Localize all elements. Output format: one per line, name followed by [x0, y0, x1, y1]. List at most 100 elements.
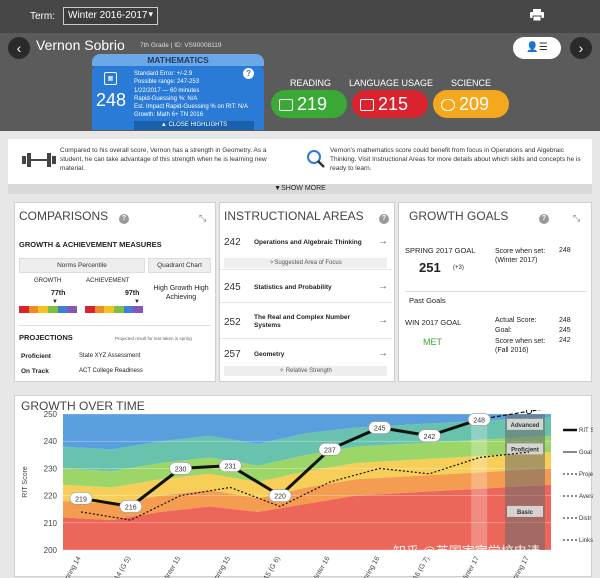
user-menu-button[interactable]: 👤☰ — [513, 37, 561, 59]
y-axis-label: RIT Score — [22, 466, 29, 497]
x-tick-label: Fall 15 (G 6) — [256, 556, 282, 578]
prev-student-button[interactable]: ‹ — [8, 37, 30, 59]
comparisons-panel: COMPARISONS ? ⤡ GROWTH & ACHIEVEMENT MEA… — [14, 202, 216, 382]
measures-heading: GROWTH & ACHIEVEMENT MEASURES — [19, 240, 162, 249]
term-label: Term: — [30, 11, 55, 22]
y-tick-label: 230 — [44, 464, 58, 473]
atom-icon — [441, 99, 455, 111]
goal-value: 245 — [559, 327, 571, 334]
legend-label: Distr — [579, 516, 591, 522]
x-tick-label: Spring 14 — [62, 555, 83, 578]
projection-label: State XYZ Assessment — [79, 353, 140, 359]
area-note: ✧Suggested Area of Focus — [224, 258, 387, 268]
help-icon[interactable]: ? — [379, 214, 389, 224]
dumbbell-icon — [22, 152, 56, 168]
area-label: Statistics and Probability — [254, 284, 332, 292]
rit-data-label: 220 — [274, 494, 286, 501]
rit-data-label: 219 — [75, 496, 87, 503]
goal-label: Goal: — [495, 327, 512, 334]
legend-label: Links — [579, 538, 593, 544]
strength-text: Compared to his overall score, Vernon ha… — [60, 146, 280, 173]
calculator-icon: ▦ — [104, 72, 117, 85]
arrow-right-icon: → — [378, 348, 388, 359]
achievement-percentile: 97th — [125, 290, 139, 297]
math-detail: Est. Impact Rapid-Guessing % on RIT: N/A — [134, 103, 248, 111]
math-score-card[interactable]: MATHEMATICS ▦ 248 Standard Error: +/-2.9… — [92, 64, 264, 130]
band-label: Basic — [517, 510, 534, 516]
instructional-row[interactable]: 245 Statistics and Probability → — [220, 273, 392, 303]
math-title: MATHEMATICS — [92, 54, 264, 66]
spring-goal-score: 251 — [419, 260, 441, 275]
watermark: 知乎 @英国寄宿学校申请 — [393, 541, 540, 560]
term-value: Winter 2016-2017 — [68, 10, 148, 21]
y-tick-label: 210 — [44, 519, 58, 528]
norms-percentile-tab[interactable]: Norms Percentile — [19, 258, 145, 273]
math-details: Standard Error: +/-2.9 Possible range: 2… — [134, 70, 248, 120]
legend-label: Proje Math — [579, 472, 593, 478]
current-term-highlight — [471, 414, 487, 550]
print-icon[interactable] — [530, 9, 544, 21]
expand-icon[interactable]: ⤡ — [573, 213, 580, 224]
growth-percentile: 77th — [51, 290, 65, 297]
x-tick-label: Spring 16 — [360, 555, 381, 578]
student-name: Vernon Sobrio — [36, 37, 125, 53]
y-tick-label: 200 — [44, 546, 58, 555]
instructional-row[interactable]: 257 Geometry → ✧ Relative Strength — [220, 341, 392, 381]
science-score-pill[interactable]: 209 — [433, 90, 509, 118]
rit-data-label: 242 — [424, 434, 436, 441]
legend-label: Avera — [579, 494, 593, 500]
score-when-set-label: Score when set: (Winter 2017) — [495, 247, 555, 265]
show-more-button[interactable]: ▼SHOW MORE — [8, 184, 592, 194]
help-icon[interactable]: ? — [243, 68, 254, 79]
x-tick-label: Winter 15 — [161, 555, 182, 578]
win-goal-label: WIN 2017 GOAL — [405, 318, 461, 327]
band-label: Advanced — [511, 423, 540, 429]
close-highlights-button[interactable]: ▲ CLOSE HIGHLIGHTS — [134, 121, 254, 130]
help-icon[interactable]: ? — [539, 214, 549, 224]
help-icon[interactable]: ? — [119, 214, 129, 224]
arrow-right-icon: → — [378, 315, 388, 326]
projections-heading: PROJECTIONS — [19, 333, 73, 342]
set-score-label: Score when set: (Fall 2016) — [495, 337, 557, 355]
math-score: 248 — [96, 90, 126, 111]
highlights-strip: Compared to his overall score, Vernon ha… — [8, 139, 592, 185]
y-tick-label: 240 — [44, 437, 58, 446]
expand-icon[interactable]: ⤡ — [199, 213, 206, 224]
rit-data-label: 216 — [125, 504, 137, 511]
instructional-row[interactable]: 252 The Real and Complex Number Systems … — [220, 305, 392, 339]
student-grade: 7th Grade | ID: VS90008119 — [140, 42, 221, 49]
language-label: LANGUAGE USAGE — [349, 78, 433, 88]
area-score: 245 — [224, 282, 241, 293]
growth-goals-panel: GROWTH GOALS ? ⤡ SPRING 2017 GOAL 251 (+… — [398, 202, 592, 382]
growth-percentile-bar — [19, 306, 77, 313]
arrow-right-icon: → — [378, 281, 388, 292]
instructional-row[interactable]: 242 Operations and Algebraic Thinking → … — [220, 229, 392, 270]
math-detail: Rapid-Guessing %: N/A — [134, 95, 248, 103]
rit-data-label: 231 — [224, 464, 236, 471]
math-detail: 1/22/2017 — 60 minutes — [134, 87, 248, 95]
x-tick-label: Fall 14 (G 5) — [107, 556, 133, 578]
legend-label: Goal — [579, 450, 592, 456]
next-student-button[interactable]: › — [570, 37, 592, 59]
area-label: Geometry — [254, 351, 284, 359]
area-score: 242 — [224, 237, 241, 248]
quadrant-result: High Growth High Achieving — [153, 284, 209, 302]
legend-label: RIT S — [579, 428, 593, 434]
spring-goal-delta: (+3) — [453, 265, 464, 271]
past-goals-label: Past Goals — [409, 296, 446, 305]
area-score: 257 — [224, 349, 241, 360]
projection-status: On Track — [21, 368, 49, 375]
science-score: 209 — [459, 94, 489, 114]
x-tick-label: Spring 15 — [211, 555, 232, 578]
achievement-label: ACHIEVEMENT — [86, 278, 129, 284]
instructional-title: INSTRUCTIONAL AREAS — [224, 209, 364, 223]
achievement-percentile-bar — [85, 306, 143, 313]
focus-text: Vernon's mathematics score could benefit… — [330, 146, 588, 173]
y-tick-label: 220 — [44, 492, 58, 501]
term-select[interactable]: Winter 2016-2017 ▾ — [63, 7, 158, 25]
area-score: 252 — [224, 317, 241, 328]
math-detail: Standard Error: +/-2.9 — [134, 70, 248, 78]
reading-score-pill[interactable]: 219 — [271, 90, 347, 118]
quadrant-chart-tab[interactable]: Quadrant Chart — [148, 258, 211, 273]
language-score-pill[interactable]: 215 — [352, 90, 428, 118]
